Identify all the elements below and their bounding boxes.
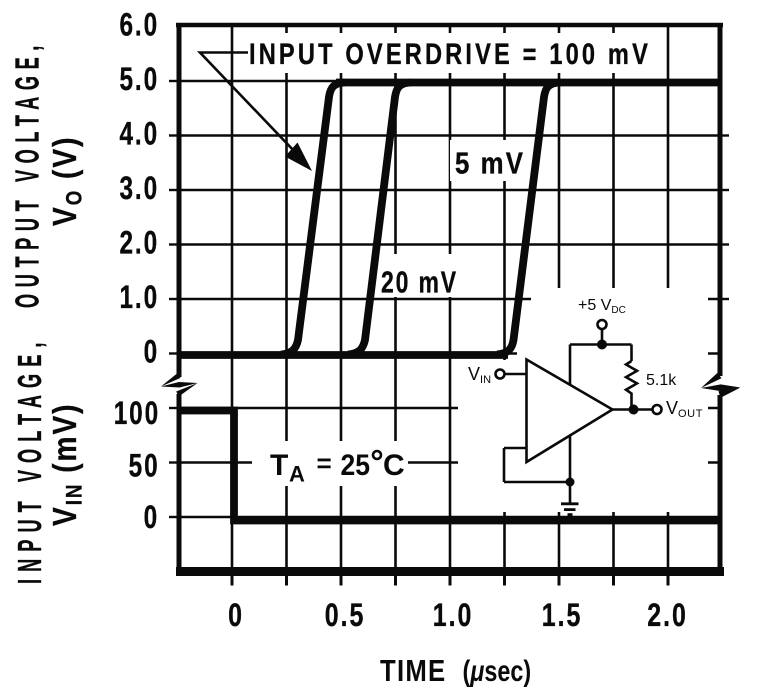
svg-text:25: 25 <box>341 449 371 482</box>
svg-text:1.5: 1.5 <box>542 598 583 634</box>
svg-text:=: = <box>317 448 332 478</box>
svg-text:3.0: 3.0 <box>120 171 159 207</box>
svg-text:(μsec): (μsec) <box>463 654 532 687</box>
svg-text:50: 50 <box>129 448 160 484</box>
svg-text:VIN (mV): VIN (mV) <box>47 403 87 526</box>
svg-text:0.5: 0.5 <box>325 598 366 634</box>
svg-text:A: A <box>289 462 305 487</box>
svg-text:100: 100 <box>114 396 160 432</box>
svg-text:5.0: 5.0 <box>120 62 159 98</box>
svg-text:C: C <box>383 449 405 482</box>
svg-text:OUTPUT VOLTAGE,: OUTPUT VOLTAGE, <box>9 46 46 308</box>
svg-text:0: 0 <box>144 500 159 536</box>
svg-text:0: 0 <box>144 335 159 371</box>
svg-text:0: 0 <box>228 598 244 634</box>
svg-text:INPUT VOLTAGE,: INPUT VOLTAGE, <box>11 343 48 584</box>
svg-text:20 mV: 20 mV <box>381 265 458 300</box>
svg-text:1.0: 1.0 <box>433 598 474 634</box>
svg-text:5 mV: 5 mV <box>455 146 525 181</box>
svg-text:2.0: 2.0 <box>120 226 159 262</box>
svg-text:2.0: 2.0 <box>647 598 688 634</box>
svg-text:VO (V): VO (V) <box>47 136 87 226</box>
svg-text:TIME: TIME <box>380 654 446 689</box>
svg-text:1.0: 1.0 <box>120 280 159 316</box>
svg-text:5.1k: 5.1k <box>646 372 677 389</box>
svg-text:4.0: 4.0 <box>120 117 159 153</box>
svg-text:INPUT OVERDRIVE = 100 mV: INPUT OVERDRIVE = 100 mV <box>249 38 651 71</box>
svg-text:T: T <box>270 449 288 482</box>
svg-text:6.0: 6.0 <box>120 8 159 44</box>
